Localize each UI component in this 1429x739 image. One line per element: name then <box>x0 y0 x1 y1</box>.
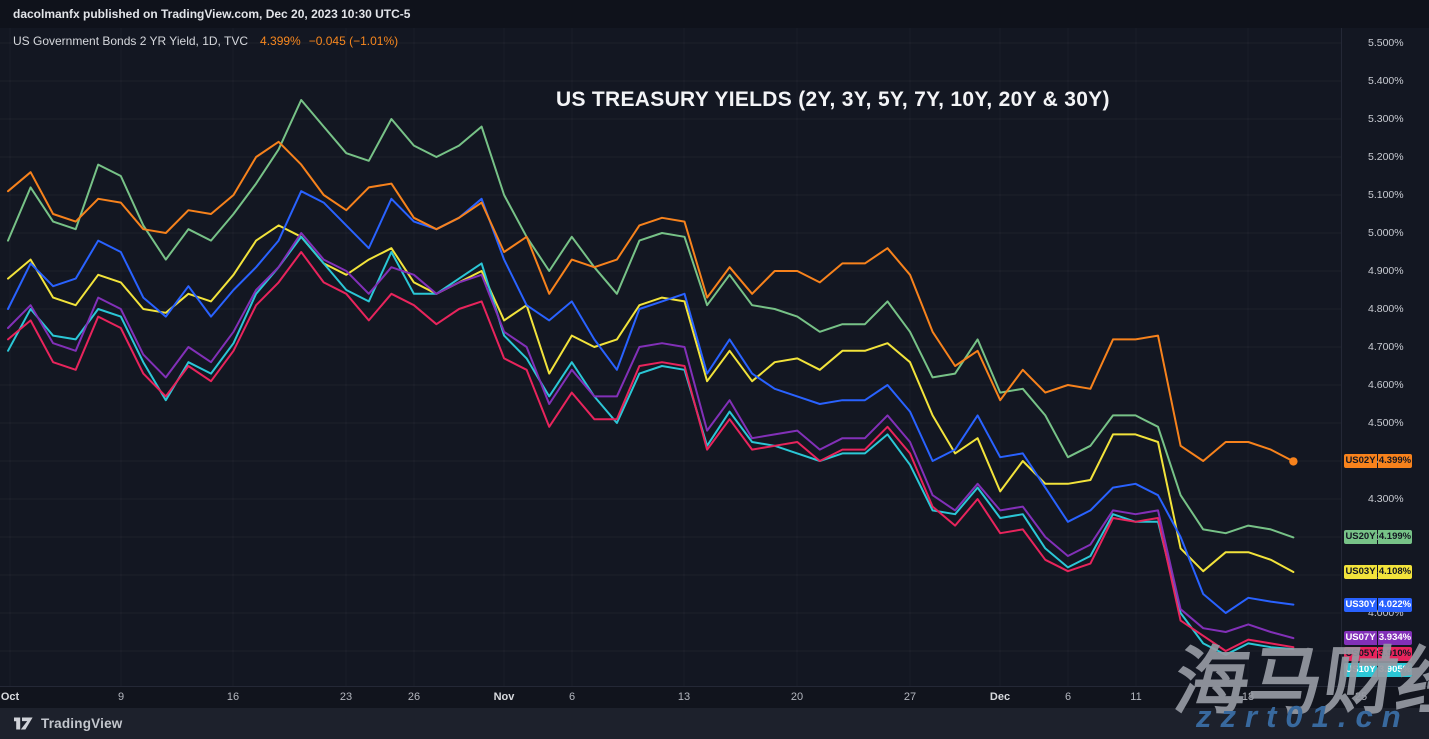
x-axis-label: Oct <box>0 691 20 703</box>
series-line-us20y <box>7 99 1295 539</box>
tradingview-logo-icon[interactable] <box>14 716 33 731</box>
last-value-label: 4.399% <box>1378 454 1412 469</box>
watermark-url: zzrt01.cn <box>1196 699 1410 734</box>
x-axis-label: Nov <box>493 691 515 703</box>
x-axis-label: 25 <box>1354 691 1368 703</box>
price-label-us02y: US02Y 4.399% <box>1344 454 1412 469</box>
symbol-legend[interactable]: US Government Bonds 2 YR Yield, 1D, TVC 4… <box>13 34 398 48</box>
price-label-us03y: US03Y 4.108% <box>1344 564 1412 579</box>
ticker-label: US10Y <box>1344 663 1377 678</box>
x-axis-label: 6 <box>568 691 576 703</box>
series-line-us07y <box>7 232 1295 640</box>
ticker-label: US05Y <box>1344 647 1377 662</box>
x-axis-label: 20 <box>790 691 804 703</box>
price-label-us10y: US10Y 3.905% <box>1344 663 1412 678</box>
ticker-label: US03Y <box>1344 564 1377 579</box>
series-line-us10y <box>7 235 1295 656</box>
y-axis-label: 5.200% <box>1368 151 1404 163</box>
y-axis-label: 4.600% <box>1368 379 1404 391</box>
series-line-us02y <box>7 140 1295 463</box>
price-label-us07y: US07Y 3.934% <box>1344 631 1412 646</box>
ticker-label: US30Y <box>1344 597 1377 612</box>
y-axis-label: 4.500% <box>1368 417 1404 429</box>
time-scale[interactable]: Oct 9 16 23 26 Nov 6 13 20 27 Dec 6 11 18 25 <box>0 686 1429 708</box>
x-axis-label: 18 <box>1241 691 1255 703</box>
chart-title: US TREASURY YIELDS (2Y, 3Y, 5Y, 7Y, 10Y,… <box>556 88 1110 111</box>
y-axis-label: 4.800% <box>1368 303 1404 315</box>
y-axis-label: 5.300% <box>1368 113 1404 125</box>
chart-pane[interactable]: US Government Bonds 2 YR Yield, 1D, TVC 4… <box>0 28 1341 686</box>
last-value-label: 4.022% <box>1378 597 1412 612</box>
price-label-us05y: US05Y 3.910% <box>1344 647 1412 662</box>
ticker-label: US07Y <box>1344 631 1377 646</box>
footer-bar: TradingView <box>0 708 1429 739</box>
x-axis-label: 13 <box>677 691 691 703</box>
y-axis-label: 5.000% <box>1368 227 1404 239</box>
x-axis-label: 11 <box>1130 691 1142 703</box>
ticker-label: US20Y <box>1344 530 1377 545</box>
x-axis-label: 27 <box>903 691 917 703</box>
series-line-us30y <box>7 190 1295 614</box>
x-axis-label: 23 <box>339 691 353 703</box>
x-axis-label: 6 <box>1064 691 1072 703</box>
tradingview-brand[interactable]: TradingView <box>41 716 123 731</box>
x-axis-label: 9 <box>117 691 125 703</box>
y-axis-label: 5.500% <box>1368 37 1404 49</box>
price-label-us30y: US30Y 4.022% <box>1344 597 1412 612</box>
last-value-label: 3.905% <box>1378 663 1412 678</box>
last-value-label: 4.108% <box>1378 564 1412 579</box>
last-price-dot <box>1289 457 1298 466</box>
last-value-label: 3.910% <box>1378 647 1412 662</box>
last-price: 4.399% <box>260 34 301 48</box>
chart-canvas[interactable] <box>0 28 1341 686</box>
symbol-title[interactable]: US Government Bonds 2 YR Yield, 1D, TVC <box>13 34 249 48</box>
price-change: −0.045 (−1.01%) <box>308 34 399 48</box>
price-scale[interactable]: 5.500% 5.400% 5.300% 5.200% 5.100% 5.000% 4.90… <box>1341 28 1429 708</box>
x-axis-label: 26 <box>407 691 421 703</box>
y-axis-label: 5.100% <box>1368 189 1404 201</box>
price-label-us20y: US20Y 4.199% <box>1344 530 1412 545</box>
series-line-us03y <box>7 224 1295 573</box>
last-value-label: 4.199% <box>1378 530 1412 545</box>
y-axis-label: 4.900% <box>1368 265 1404 277</box>
x-axis-label: Dec <box>989 691 1011 703</box>
publisher-bar: dacolmanfx published on TradingView.com,… <box>0 0 1429 28</box>
y-axis-label: 4.700% <box>1368 341 1404 353</box>
ticker-label: US02Y <box>1344 454 1377 469</box>
x-axis-label: 16 <box>226 691 240 703</box>
y-axis-label: 5.400% <box>1368 75 1404 87</box>
publisher-text: dacolmanfx published on TradingView.com,… <box>13 7 411 21</box>
series-line-us05y <box>7 251 1295 652</box>
y-axis-label: 4.300% <box>1368 493 1404 505</box>
last-value-label: 3.934% <box>1378 631 1412 646</box>
